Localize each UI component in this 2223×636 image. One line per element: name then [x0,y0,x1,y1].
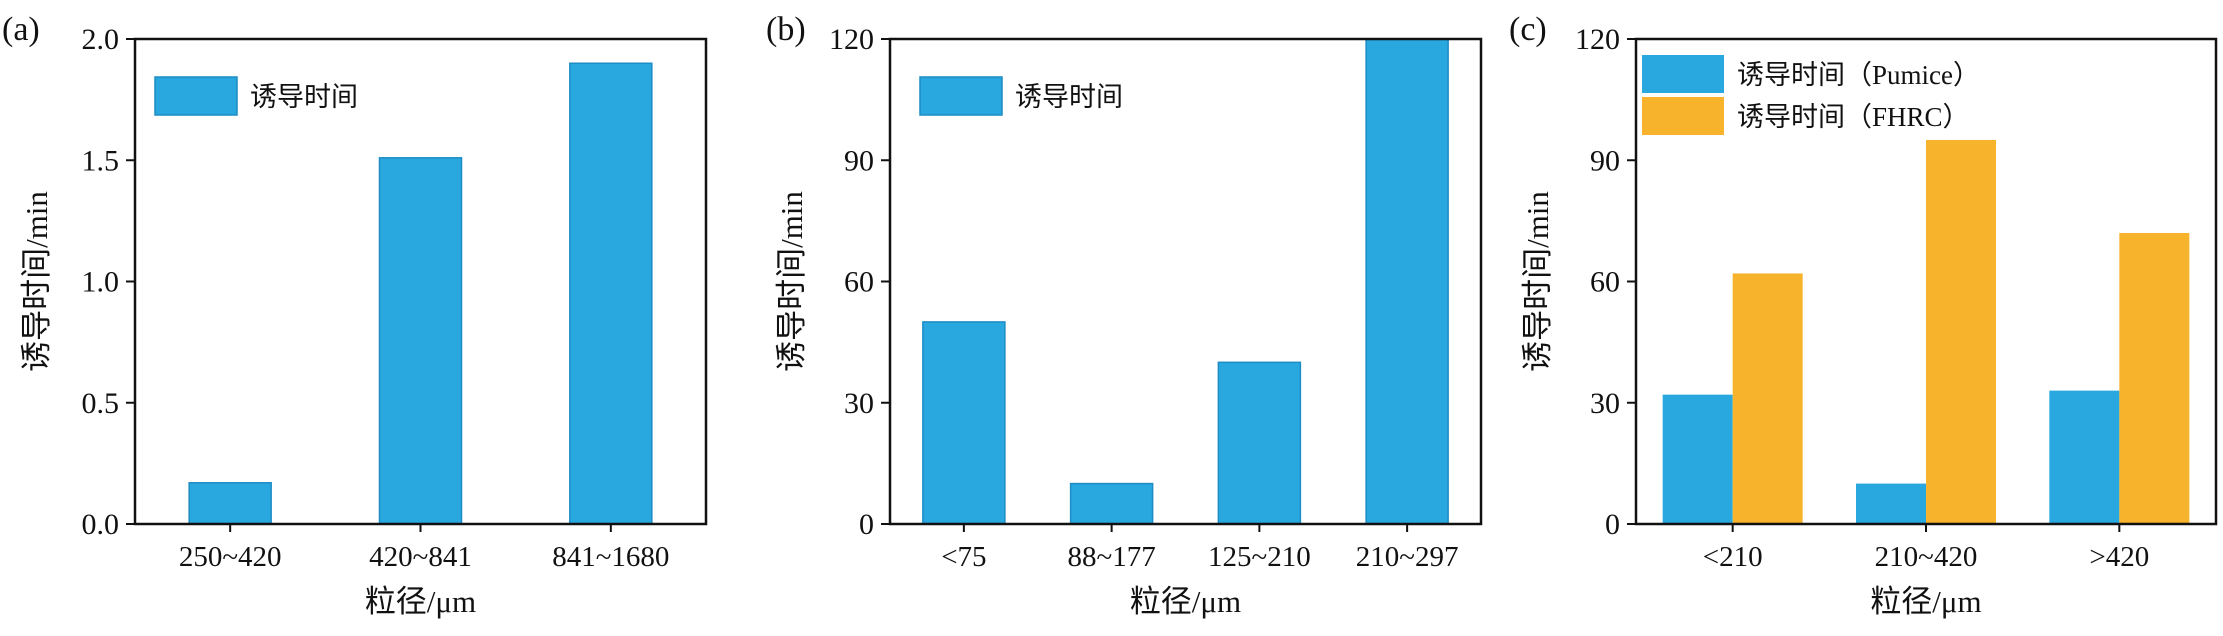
x-tick-label: <75 [941,541,986,573]
x-tick-label: <210 [1703,541,1763,573]
x-tick-label: 210~420 [1875,541,1978,573]
x-axis-label: 粒径/μm [1870,584,1981,619]
bar [1926,140,1996,524]
chart-panel-1: (a) 250~420 420~841 841~1680 0.0 0.5 1.0 1.5 2.0… [2,11,708,619]
y-tick-label: 0 [859,508,874,541]
x-tick-label: 841~1680 [552,541,669,573]
x-tick-label: 125~210 [1208,541,1311,573]
y-tick-label: 30 [844,387,874,420]
bar [1217,361,1302,525]
legend-swatch [1642,97,1724,135]
bar [1365,38,1449,525]
x-axis-label: 粒径/μm [365,584,476,619]
y-tick-label: 0 [1605,508,1620,541]
x-tick-label: 88~177 [1068,541,1156,573]
bar [2049,390,2120,524]
x-tick-label: 210~297 [1356,541,1459,573]
legend-swatch [154,76,238,116]
y-axis-label: 诱导时间/min [774,191,809,372]
y-tick-label: 2.0 [82,23,120,56]
y-axis-label: 诱导时间/min [19,191,54,372]
chart-panel-2: (b) <75 88~177 125~210 210~297 0 30 60 90 120 粒径/μ… [766,11,1483,619]
legend-swatch [919,76,1003,116]
y-tick-label: 60 [1590,266,1620,299]
legend-label: 诱导时间 [1015,82,1123,112]
panel-label: (c) [1509,11,1547,48]
y-tick-label: 90 [1590,144,1620,177]
plot-frame [1634,37,2218,526]
bar [922,321,1006,525]
legend-label: 诱导时间（Pumice） [1737,60,1980,90]
bar [1856,483,1926,524]
x-axis-label: 粒径/μm [1130,584,1241,619]
plot-frame [133,37,708,526]
bar [569,62,653,525]
y-tick-label: 1.0 [82,266,120,299]
y-tick-label: 0.0 [82,508,120,541]
panel-label: (b) [766,11,806,48]
y-tick-label: 90 [844,144,874,177]
y-tick-label: 120 [829,23,874,56]
x-tick-label: 250~420 [179,541,282,573]
x-tick-label: >420 [2089,541,2149,573]
panel-label: (a) [2,11,40,48]
chart-panel-3: (c) <210 210~420 >420 0 30 60 90 120 粒径/μm 诱导时间/mi… [1509,11,2218,619]
bar [2119,233,2190,524]
bar [1662,394,1733,524]
bar [1732,273,1803,524]
bar [1069,482,1154,525]
bar [188,482,272,525]
y-tick-label: 30 [1590,387,1620,420]
x-tick-label: 420~841 [369,541,472,573]
plot-frame [888,37,1483,526]
y-tick-label: 1.5 [82,144,120,177]
y-tick-label: 120 [1575,23,1620,56]
bar [378,157,463,525]
y-tick-label: 0.5 [82,387,120,420]
y-tick-label: 60 [844,266,874,299]
legend-label: 诱导时间 [250,82,358,112]
legend-label: 诱导时间（FHRC） [1737,102,1970,132]
legend-swatch [1642,55,1724,93]
y-axis-label: 诱导时间/min [1520,191,1555,372]
